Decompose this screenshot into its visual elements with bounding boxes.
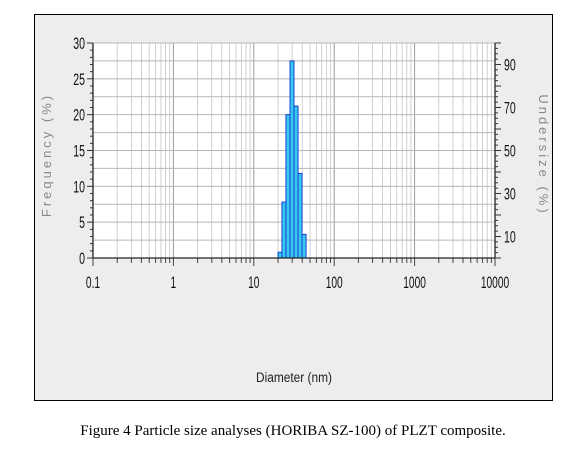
y-axis-left-title: Frequency (%): [39, 93, 54, 217]
x-tick-label: 1: [171, 272, 177, 291]
y-left-tick-label: 20: [73, 105, 85, 124]
y-left-tick-label: 25: [73, 69, 85, 88]
histogram-bar: [301, 233, 307, 259]
histogram-bar: [281, 201, 287, 259]
y-right-tick-label: 70: [504, 98, 516, 117]
histogram-bar: [293, 105, 299, 259]
axes: [87, 42, 501, 266]
y-right-tick-labels: 10 30 50 70 90: [504, 55, 516, 246]
x-tick-label: 1000: [403, 272, 426, 291]
x-tick-labels: 0.1 1 10 100 1000 10000: [86, 272, 509, 291]
x-tick-label: 10000: [481, 272, 509, 291]
y-left-tick-label: 5: [79, 213, 85, 232]
y-left-tick-label: 10: [73, 177, 85, 196]
histogram-bar: [297, 172, 303, 259]
y-axis-right-title: Undersize (%): [536, 94, 551, 215]
figure-caption: Figure 4 Particle size analyses (HORIBA …: [80, 423, 506, 439]
figure-frame: 0 5 10 15 20 25 30 10 30 50 70 90 0.1 1 10 100 1000 100…: [34, 14, 553, 401]
x-axis-title: Diameter (nm): [256, 369, 332, 385]
x-tick-label: 100: [326, 272, 343, 291]
histogram-bar: [277, 251, 283, 259]
y-left-tick-label: 15: [73, 141, 85, 160]
particle-size-chart: 0 5 10 15 20 25 30 10 30 50 70 90 0.1 1 10 100 1000 100…: [39, 33, 551, 385]
y-left-tick-label: 0: [79, 248, 85, 267]
y-right-tick-label: 90: [504, 55, 516, 74]
y-right-tick-label: 30: [504, 184, 516, 203]
y-right-tick-label: 50: [504, 141, 516, 160]
y-left-tick-label: 30: [73, 33, 85, 52]
y-left-tick-labels: 0 5 10 15 20 25 30: [73, 33, 85, 267]
x-tick-label: 10: [248, 272, 259, 291]
y-right-tick-label: 10: [504, 227, 516, 246]
histogram-bar: [289, 60, 295, 259]
x-tick-label: 0.1: [86, 272, 100, 291]
histogram-bar: [285, 114, 291, 259]
